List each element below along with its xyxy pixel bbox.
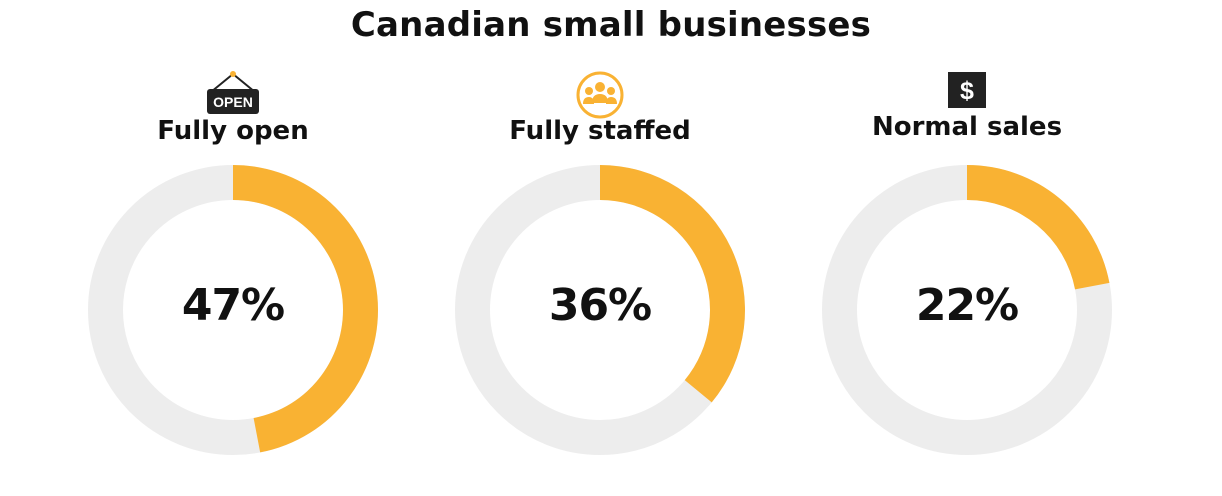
panel-fully-staffed: Fully staffed 36% — [420, 0, 780, 496]
label-fully-staffed: Fully staffed — [509, 116, 691, 146]
open-sign-icon: OPEN — [207, 71, 259, 114]
value-normal-sales: 22% — [915, 280, 1019, 331]
donut-value-arc-normal-sales — [967, 165, 1110, 290]
dollar-symbol: $ — [960, 77, 974, 105]
donut-value-arc-fully-open — [233, 165, 378, 453]
label-normal-sales: Normal sales — [871, 112, 1063, 142]
panel-fully-open: OPEN Fully open 47% — [53, 0, 413, 496]
donut-fully-staffed — [455, 165, 745, 455]
dollar-icon: $ — [948, 72, 986, 108]
label-fully-open: Fully open — [157, 116, 309, 146]
open-sign-text: OPEN — [213, 94, 253, 110]
value-fully-staffed: 36% — [548, 280, 652, 331]
chart-title: Canadian small businesses — [350, 5, 872, 45]
panel-normal-sales: $ Normal sales 22% — [787, 0, 1147, 496]
donut-fully-open — [88, 165, 378, 455]
donut-value-arc-fully-staffed — [600, 165, 745, 403]
people-icon — [576, 71, 624, 119]
value-fully-open: 47% — [181, 280, 285, 331]
donut-normal-sales — [822, 165, 1112, 455]
